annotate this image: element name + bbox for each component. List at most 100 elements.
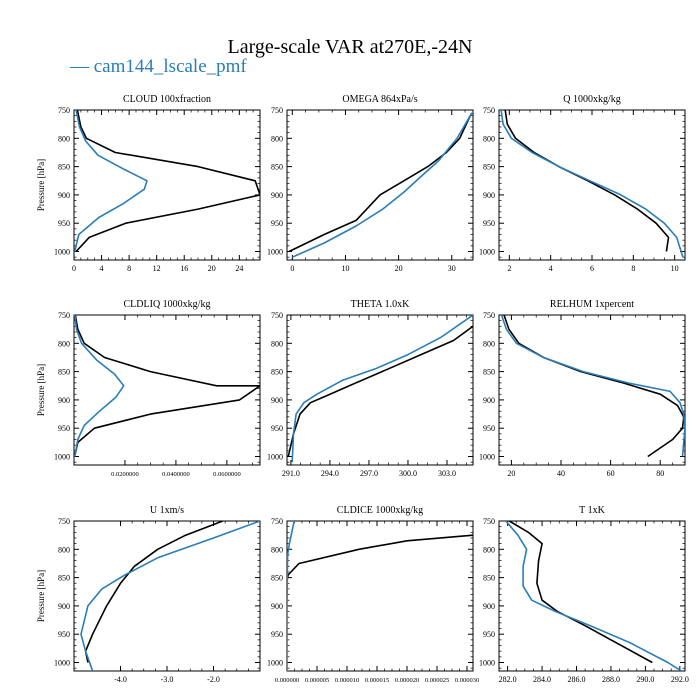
series-line-1	[503, 315, 685, 458]
series-line-1	[504, 110, 670, 252]
x-tick-label: 294.0	[321, 469, 339, 478]
panel-4: CLDLIQ 1000xkg/kg Pressure [hPa] 750 800 850…	[36, 299, 261, 478]
plot-frame	[498, 520, 686, 672]
y-tick-label: 950	[271, 424, 283, 433]
series-line-1	[288, 115, 472, 253]
x-tick-label: 0.000005	[305, 677, 329, 684]
plot-frame	[498, 314, 686, 466]
y-tick-label: 950	[58, 219, 70, 228]
x-tick-label: 0	[72, 264, 76, 273]
panel-3: Q 1000xkg/kg 750 800 850 900 950 1000 2 4 6 8 10	[479, 94, 686, 273]
x-tick-label: -4.0	[114, 675, 127, 684]
x-tick-label: 0	[290, 264, 294, 273]
x-tick-label: 0.000000	[275, 677, 299, 684]
y-tick-label: 750	[58, 106, 70, 115]
series-line-2	[500, 315, 685, 457]
y-tick-label: 1000	[267, 248, 283, 257]
x-tick-label: 303.0	[438, 469, 456, 478]
x-tick-label: 292.0	[671, 675, 689, 684]
y-tick-label: 1000	[54, 659, 70, 668]
y-tick-label: 800	[483, 134, 495, 143]
series-line-1	[74, 315, 260, 454]
panel-9: T 1xK 750 800 850 900 950 1000 282.0 284.0 286.0 2…	[479, 505, 689, 684]
y-axis-label: Pressure [hPa]	[36, 570, 46, 622]
y-tick-label: 1000	[54, 248, 70, 257]
y-tick-label: 900	[58, 602, 70, 611]
y-tick-label: 750	[483, 517, 495, 526]
y-tick-label: 1000	[479, 248, 495, 257]
plot-frame	[286, 109, 474, 261]
series-line-2	[505, 521, 683, 671]
y-tick-label: 950	[483, 424, 495, 433]
series-line-2	[287, 521, 295, 671]
x-tick-label: 20	[507, 469, 515, 478]
x-tick-label: 16	[180, 264, 188, 273]
x-tick-label: 0.0400000	[162, 471, 190, 478]
x-tick-label: 12	[153, 264, 161, 273]
series-line-2	[500, 110, 684, 258]
x-tick-label: 60	[607, 469, 615, 478]
y-tick-label: 950	[271, 630, 283, 639]
y-tick-label: 800	[58, 339, 70, 348]
x-tick-label: 300.0	[399, 469, 417, 478]
panel-title: Q 1000xkg/kg	[563, 94, 621, 105]
y-tick-label: 750	[271, 311, 283, 320]
y-tick-label: 800	[58, 545, 70, 554]
y-tick-label: 800	[271, 134, 283, 143]
y-tick-label: 850	[483, 163, 495, 172]
x-tick-label: 0.000015	[365, 677, 389, 684]
series-line-1	[287, 325, 473, 457]
panel-title: CLDLIQ 1000xkg/kg	[124, 299, 211, 310]
panel-2: OMEGA 864xPa/s 750 800 850 900 950 1000 0 10 20 30	[267, 94, 474, 273]
y-tick-label: 950	[58, 630, 70, 639]
y-tick-label: 850	[58, 574, 70, 583]
x-tick-label: 4	[100, 264, 104, 273]
x-tick-label: 0.0600000	[213, 471, 241, 478]
x-tick-label: 4	[549, 264, 553, 273]
chart-main-title: Large-scale VAR at270E,-24N	[227, 36, 473, 58]
x-tick-label: 2	[507, 264, 511, 273]
y-tick-label: 850	[58, 163, 70, 172]
plot-frame	[73, 520, 261, 672]
y-tick-label: 750	[483, 311, 495, 320]
plot-frame	[286, 314, 474, 466]
x-tick-label: 80	[656, 469, 664, 478]
x-tick-label: 288.0	[602, 675, 620, 684]
y-tick-label: 900	[271, 602, 283, 611]
series-line-1	[287, 534, 473, 581]
series-line-2	[291, 315, 473, 463]
y-tick-label: 900	[483, 602, 495, 611]
panel-6: RELHUM 1xpercent 750 800 850 900 950 1000 20 40 6…	[479, 299, 686, 478]
y-tick-label: 950	[483, 630, 495, 639]
y-tick-label: 750	[483, 106, 495, 115]
panel-title: CLDICE 1000xkg/kg	[337, 505, 423, 516]
y-tick-label: 1000	[479, 659, 495, 668]
x-tick-label: 0.0200000	[111, 471, 139, 478]
x-tick-label: 282.0	[499, 675, 517, 684]
y-tick-label: 750	[58, 517, 70, 526]
x-tick-label: 0.000010	[335, 677, 359, 684]
x-tick-label: 20	[395, 264, 403, 273]
x-tick-label: 291.0	[282, 469, 300, 478]
y-tick-label: 800	[58, 134, 70, 143]
y-tick-label: 850	[271, 163, 283, 172]
y-tick-label: 950	[58, 424, 70, 433]
series-line-2	[291, 112, 473, 258]
y-tick-label: 850	[271, 368, 283, 377]
x-tick-label: 10	[671, 264, 679, 273]
x-tick-label: 286.0	[568, 675, 586, 684]
x-tick-label: 6	[590, 264, 594, 273]
y-tick-label: 900	[58, 396, 70, 405]
panel-title: U 1xm/s	[150, 505, 184, 516]
y-tick-label: 800	[271, 339, 283, 348]
y-tick-label: 850	[483, 368, 495, 377]
plot-frame	[498, 109, 686, 261]
y-tick-label: 950	[483, 219, 495, 228]
legend-entry: — cam144_lscale_pmf	[70, 56, 247, 77]
x-tick-label: 290.0	[636, 675, 654, 684]
panel-title: RELHUM 1xpercent	[550, 299, 634, 310]
x-tick-label: 8	[127, 264, 131, 273]
x-tick-label: -2.0	[207, 675, 220, 684]
y-tick-label: 1000	[54, 453, 70, 462]
series-line-2	[74, 315, 125, 457]
